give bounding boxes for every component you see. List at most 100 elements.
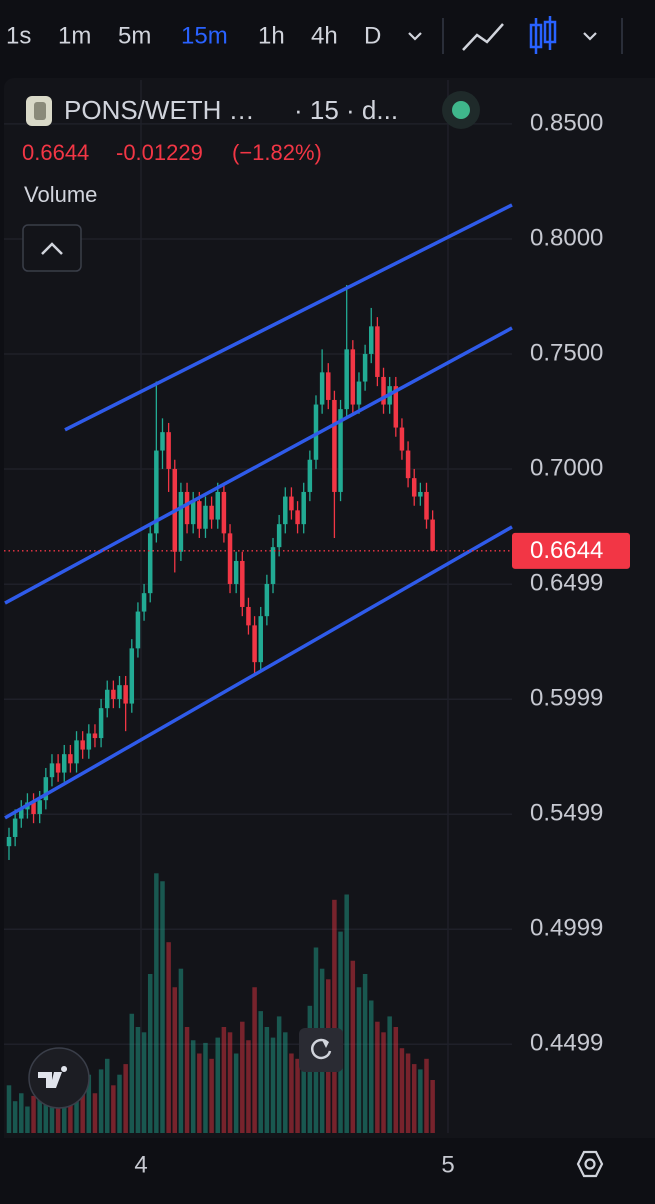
price-axis: 0.8500 0.8000 0.7500 0.7000 0.6499 0.5999 0.54… [512, 109, 630, 1057]
candle-body [62, 754, 67, 773]
volume-bar [258, 1011, 263, 1133]
y-tick-label: 0.4499 [530, 1030, 603, 1057]
volume-bar [62, 1085, 67, 1133]
volume-bar [197, 1053, 202, 1133]
interval-button[interactable]: 1s [6, 22, 31, 49]
candle-body [98, 708, 104, 739]
line-chart-button[interactable] [462, 23, 504, 51]
candle-body [270, 547, 276, 584]
volume-bar [252, 987, 257, 1133]
candle-body [350, 349, 356, 405]
candle-body [19, 809, 24, 819]
overlay-layer [4, 203, 513, 820]
interval-source: · 15 · d... [294, 95, 398, 125]
candle-body [203, 505, 208, 529]
candle-body [283, 496, 288, 525]
volume-bar [25, 1106, 30, 1133]
volume-bar [301, 1040, 306, 1133]
volume-bar [270, 1037, 276, 1133]
volume-bar [154, 873, 159, 1133]
token-icon-detail [34, 102, 46, 120]
volume-bar [399, 1048, 405, 1133]
volume-bar [387, 1016, 392, 1133]
candle-body [246, 606, 251, 626]
volume-bar [49, 1090, 55, 1133]
volume-bar [6, 1085, 12, 1133]
candle-body [74, 740, 79, 764]
trend-line [4, 326, 513, 605]
interval-button[interactable]: D [364, 22, 381, 49]
icon-part [529, 23, 543, 49]
volume-bar [215, 1037, 220, 1133]
candle-body [43, 777, 49, 801]
candle-body [209, 505, 214, 520]
volume-bar [362, 974, 368, 1133]
volume-bar [135, 1027, 141, 1133]
trend-line [64, 203, 513, 432]
volume-bar [381, 1032, 386, 1133]
interval-button[interactable]: 1m [58, 22, 91, 49]
candle-body [252, 625, 257, 663]
candle-body [381, 376, 386, 405]
price-change-percent: (−1.82%) [232, 140, 322, 165]
y-tick-label: 0.7500 [530, 339, 603, 366]
candle-body [399, 427, 405, 451]
candle-body [227, 533, 233, 584]
reset-button[interactable] [299, 1028, 343, 1072]
volume-bar [227, 1032, 233, 1133]
candle-body [319, 372, 325, 405]
y-tick-label: 0.8000 [530, 224, 603, 251]
candle-body [338, 409, 343, 492]
volume-bar [209, 1058, 214, 1133]
volume-bar [289, 1053, 294, 1133]
volume-bar [92, 1093, 98, 1133]
candle-body [393, 386, 399, 428]
volume-bar [86, 1074, 92, 1133]
candle-body [344, 349, 349, 410]
interval-dropdown[interactable] [408, 32, 422, 41]
y-tick-label: 0.4999 [530, 915, 603, 942]
volume-bar [276, 1016, 282, 1133]
y-tick-label: 0.7000 [530, 454, 603, 481]
volume-bar [166, 942, 171, 1133]
reset-icon-arrow [322, 1040, 329, 1048]
candle-body [178, 491, 184, 552]
interval-button[interactable]: 4h [311, 22, 338, 49]
y-tick-label: 0.5499 [530, 800, 603, 827]
interval-button[interactable]: 5m [118, 22, 151, 49]
candle-body [362, 353, 368, 382]
interval-button[interactable]: 1h [258, 22, 285, 49]
candle-body [221, 491, 227, 534]
interval-button[interactable]: 15m [181, 22, 228, 49]
candle-body [276, 524, 282, 548]
collapse-button[interactable] [22, 224, 82, 272]
candle-body [86, 733, 92, 750]
volume-bar [37, 1080, 42, 1133]
chart-type-dropdown[interactable] [583, 32, 597, 41]
volume-bar [295, 1058, 300, 1133]
candle-body [307, 459, 313, 492]
volume-bar [98, 1069, 104, 1133]
candle-body [55, 763, 61, 773]
candle-body [111, 689, 116, 699]
settings-button[interactable] [576, 1150, 604, 1178]
x-tick-label: 5 [441, 1151, 454, 1178]
market-status-dot[interactable] [452, 101, 470, 119]
symbol-name[interactable]: PONS/WETH … [64, 95, 255, 125]
volume-bar [405, 1053, 411, 1133]
volume-layer [6, 873, 435, 1133]
volume-bar [411, 1064, 417, 1133]
volume-bar [129, 1013, 135, 1133]
tv-logo [38, 1066, 68, 1088]
candle-body [49, 763, 55, 778]
grid [4, 80, 512, 1133]
candle-chart-button[interactable] [529, 16, 557, 54]
candle-body [411, 478, 417, 497]
candle-body [240, 560, 245, 607]
candle-body [104, 689, 110, 709]
last-price-tag [512, 532, 630, 569]
volume-bar [344, 894, 349, 1133]
candle-body [135, 611, 141, 649]
